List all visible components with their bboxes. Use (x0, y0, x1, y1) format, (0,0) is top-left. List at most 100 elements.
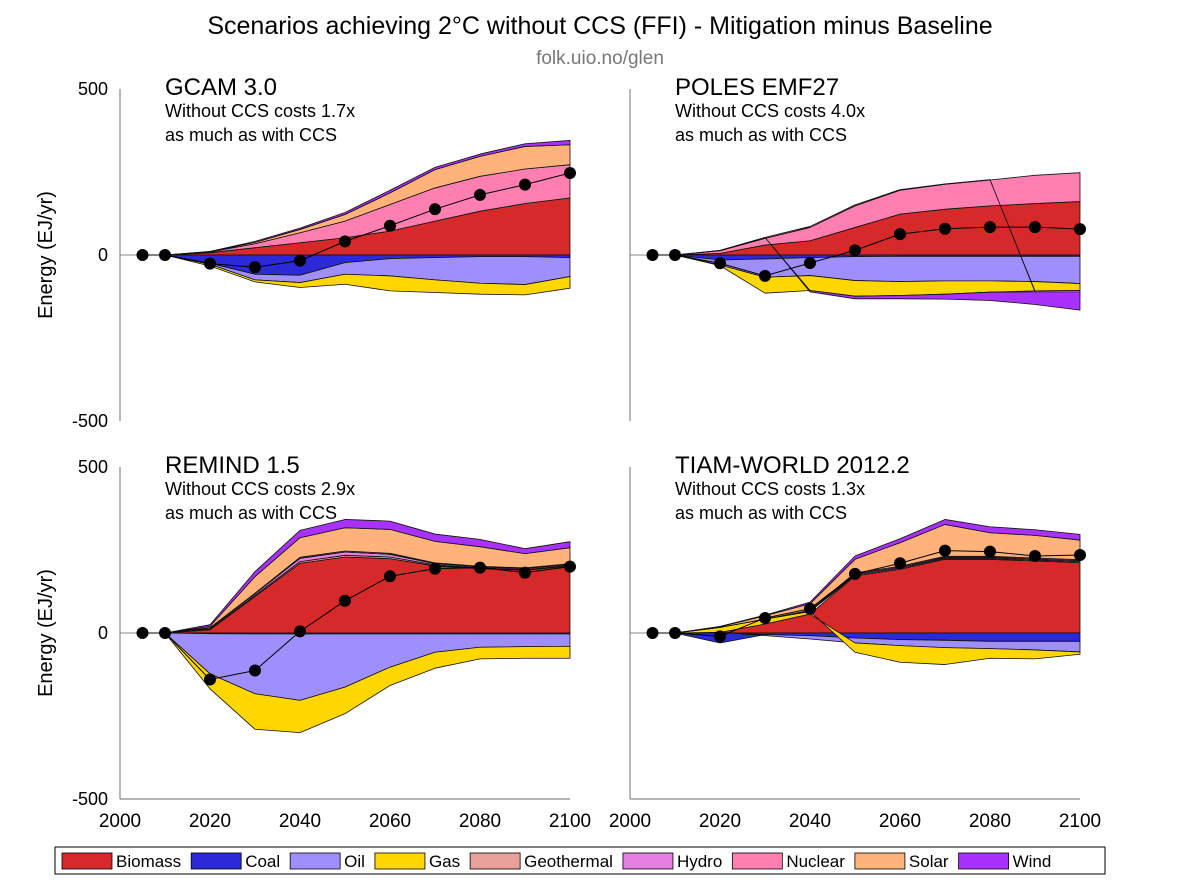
net-point (159, 627, 171, 639)
net-point (759, 269, 771, 282)
legend-label-biomass: Biomass (116, 852, 181, 871)
x-tick-label: 2000 (99, 811, 141, 832)
x-tick-label: 2040 (789, 811, 831, 832)
net-point (474, 188, 486, 201)
area-wind (674, 519, 1081, 634)
net-point (939, 544, 951, 557)
net-point (669, 249, 681, 261)
area-gas (164, 254, 571, 296)
net-point (204, 257, 216, 270)
x-tick-label: 2080 (459, 811, 501, 832)
net-point (294, 254, 306, 267)
panel-note: as much as with CCS (165, 503, 337, 523)
net-point (429, 203, 441, 216)
legend-label-hydro: Hydro (677, 852, 722, 871)
net-point (249, 664, 261, 677)
legend-swatch-oil (289, 852, 341, 870)
net-point (759, 612, 771, 625)
panel-note: Without CCS costs 1.7x (165, 101, 355, 121)
legend-swatch-hydro (622, 852, 674, 870)
x-tick-label: 2000 (609, 811, 651, 832)
area-gas (674, 611, 1081, 665)
area-wind (164, 140, 571, 256)
net-point (136, 627, 149, 639)
net-point (646, 249, 659, 261)
net-point (294, 625, 306, 638)
panel-note: Without CCS costs 1.3x (675, 479, 865, 499)
net-point (894, 557, 906, 570)
legend-label-oil: Oil (344, 852, 365, 871)
chart-title: Scenarios achieving 2°C without CCS (FFI… (207, 12, 992, 40)
net-point (339, 235, 351, 248)
net-point (939, 222, 951, 235)
panel-note: Without CCS costs 4.0x (675, 101, 865, 121)
panel-title: TIAM-WORLD 2012.2 (675, 452, 910, 479)
legend-label-geothermal: Geothermal (524, 852, 613, 871)
panel-note: Without CCS costs 2.9x (165, 479, 355, 499)
net-point (136, 249, 149, 261)
net-point (384, 219, 396, 232)
y-axis-label: Energy (EJ/yr) (35, 191, 57, 319)
net-point (714, 257, 726, 270)
legend-label-wind: Wind (1013, 852, 1052, 871)
net-point (984, 221, 996, 234)
area-wind (164, 519, 571, 634)
legend-label-gas: Gas (429, 852, 460, 871)
legend: Biomass Coal Oil Gas Geothermal Hydro Nuclear S… (54, 846, 1106, 875)
net-point (714, 630, 726, 643)
net-point (849, 244, 861, 257)
y-axis-label: Energy (EJ/yr) (35, 569, 57, 697)
y-tick-label: 0 (98, 245, 108, 265)
net-point (384, 570, 396, 583)
panel-note: as much as with CCS (165, 125, 337, 145)
x-tick-label: 2060 (369, 811, 411, 832)
net-point (804, 256, 816, 269)
net-point (849, 567, 861, 580)
x-tick-label: 2020 (699, 811, 741, 832)
y-tick-label: 0 (98, 623, 108, 643)
x-tick-label: 2100 (549, 811, 591, 832)
x-tick-label: 2080 (969, 811, 1011, 832)
net-point (474, 561, 486, 574)
legend-label-coal: Coal (245, 852, 280, 871)
panel-title: REMIND 1.5 (165, 452, 300, 479)
x-tick-label: 2020 (189, 811, 231, 832)
net-point (1074, 548, 1086, 561)
panel-title: POLES EMF27 (675, 74, 839, 101)
area-oil (674, 631, 1081, 653)
net-point (519, 566, 531, 579)
area-wind (674, 237, 1081, 311)
net-point (984, 545, 996, 558)
legend-swatch-solar (854, 852, 906, 870)
net-point (1074, 223, 1086, 236)
panel-note: as much as with CCS (675, 125, 847, 145)
area-solar (674, 179, 1081, 293)
y-tick-label: -500 (72, 411, 108, 431)
net-point (159, 249, 171, 261)
legend-swatch-geothermal (469, 852, 521, 870)
area-gas (164, 632, 571, 733)
legend-label-nuclear: Nuclear (786, 852, 845, 871)
legend-swatch-nuclear (731, 852, 783, 870)
legend-swatch-coal (190, 852, 242, 870)
x-tick-label: 2100 (1059, 811, 1101, 832)
y-tick-label: 500 (78, 457, 108, 477)
net-point (564, 560, 576, 573)
x-tick-label: 2060 (879, 811, 921, 832)
legend-swatch-gas (374, 852, 426, 870)
y-tick-label: -500 (72, 789, 108, 809)
legend-label-solar: Solar (909, 852, 949, 871)
net-point (204, 673, 216, 686)
legend-swatch-wind (958, 852, 1009, 870)
net-point (339, 594, 351, 607)
net-point (564, 166, 576, 179)
chart-subtitle: folk.uio.no/glen (536, 48, 664, 69)
net-point (646, 627, 659, 639)
legend-swatch-biomass (61, 852, 113, 870)
